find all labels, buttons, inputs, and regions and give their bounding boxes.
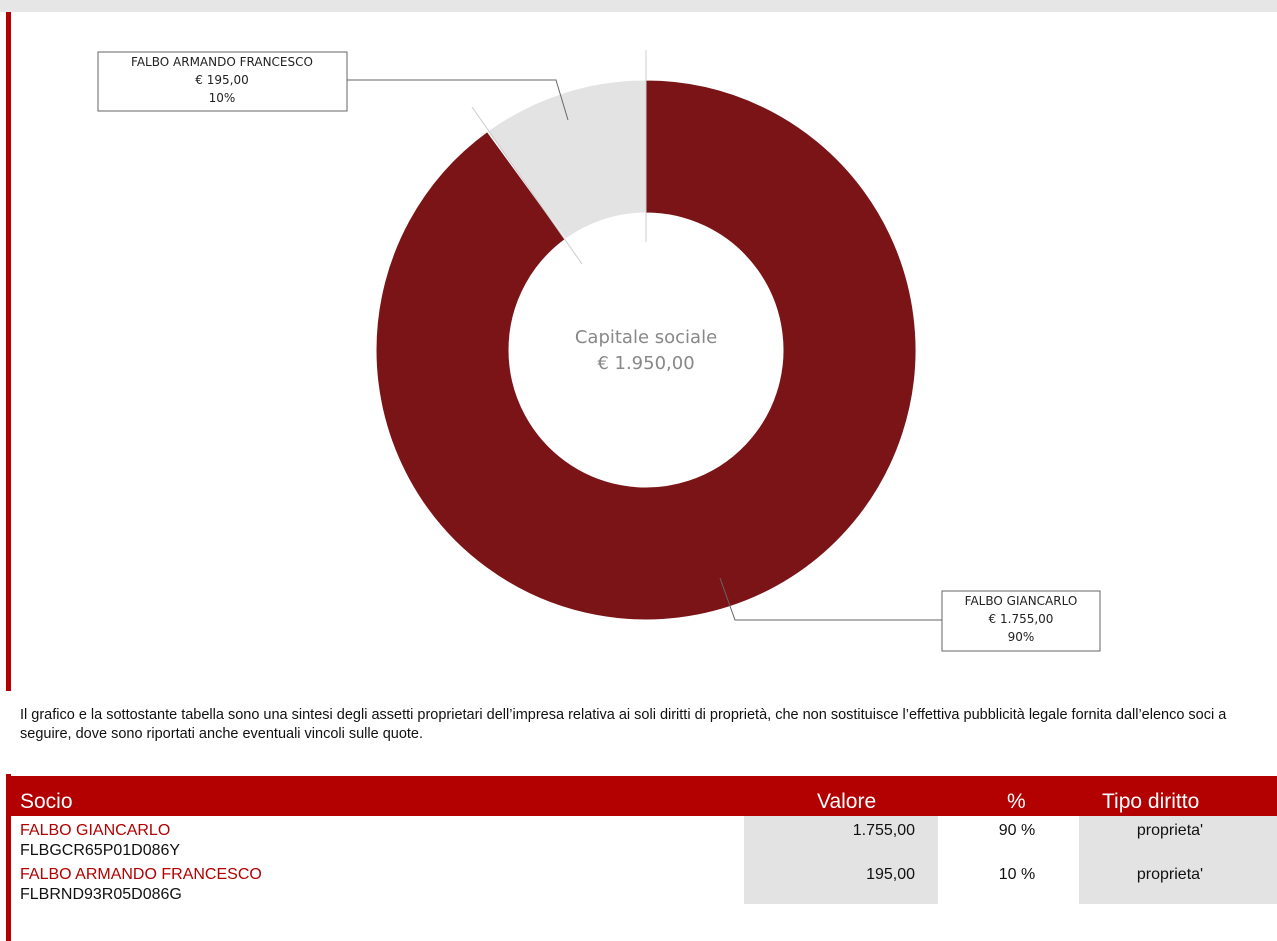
socio-percent: 10 %	[998, 866, 1036, 883]
header-valore: Valore	[817, 790, 877, 813]
cell-bg-valore	[744, 816, 938, 860]
callout-amount-giancarlo: € 1.755,00	[989, 612, 1054, 626]
callout-amount-armando: € 195,00	[195, 73, 248, 87]
cell-bg-tipo	[1079, 816, 1277, 860]
ownership-donut-chart: FALBO ARMANDO FRANCESCO € 195,00 10% FAL…	[97, 50, 1101, 652]
callout-name-giancarlo: FALBO GIANCARLO	[965, 594, 1078, 608]
socio-cf: FLBRND93R05D086G	[20, 886, 182, 903]
header-tipo-diritto: Tipo diritto	[1102, 790, 1200, 813]
callout-box-giancarlo	[941, 590, 1101, 652]
socio-valore: 195,00	[866, 866, 915, 883]
top-band	[0, 0, 1277, 12]
socio-percent: 90 %	[998, 822, 1036, 839]
table-header: Socio Valore % Tipo diritto	[10, 776, 1277, 816]
header-percent: %	[1007, 790, 1026, 813]
donut-slice-0	[375, 79, 917, 621]
header-socio: Socio	[20, 790, 73, 813]
cell-bg-tipo	[1079, 860, 1277, 904]
callout-leader-giancarlo	[719, 577, 942, 621]
ownership-table: Socio Valore % Tipo diritto FALBO GIANCA…	[10, 776, 1277, 904]
table-row: FALBO GIANCARLO FLBGCR65P01D086Y 1.755,0…	[10, 816, 1277, 860]
socio-tipo-diritto: proprieta'	[1136, 822, 1204, 839]
callout-percent-armando: 10%	[209, 91, 236, 105]
ownership-note: Il grafico e la sottostante tabella sono…	[20, 707, 1227, 742]
center-label: Capitale sociale	[575, 327, 717, 348]
center-value: € 1.950,00	[597, 353, 694, 374]
socio-valore: 1.755,00	[852, 822, 915, 839]
socio-tipo-diritto: proprieta'	[1136, 866, 1204, 883]
left-accent-bar	[6, 12, 11, 691]
callout-percent-giancarlo: 90%	[1008, 630, 1035, 644]
callout-box-armando	[97, 51, 348, 112]
table-row: FALBO ARMANDO FRANCESCO FLBRND93R05D086G…	[10, 860, 1277, 904]
callout-name-armando: FALBO ARMANDO FRANCESCO	[131, 55, 313, 69]
socio-name[interactable]: FALBO ARMANDO FRANCESCO	[20, 866, 262, 883]
socio-name[interactable]: FALBO GIANCARLO	[20, 822, 171, 839]
left-accent-bar-table	[6, 774, 11, 941]
socio-cf: FLBGCR65P01D086Y	[20, 842, 181, 859]
callout-leader-armando	[347, 79, 569, 121]
cell-bg-valore	[744, 860, 938, 904]
small-slice-leader-inner	[471, 106, 583, 265]
